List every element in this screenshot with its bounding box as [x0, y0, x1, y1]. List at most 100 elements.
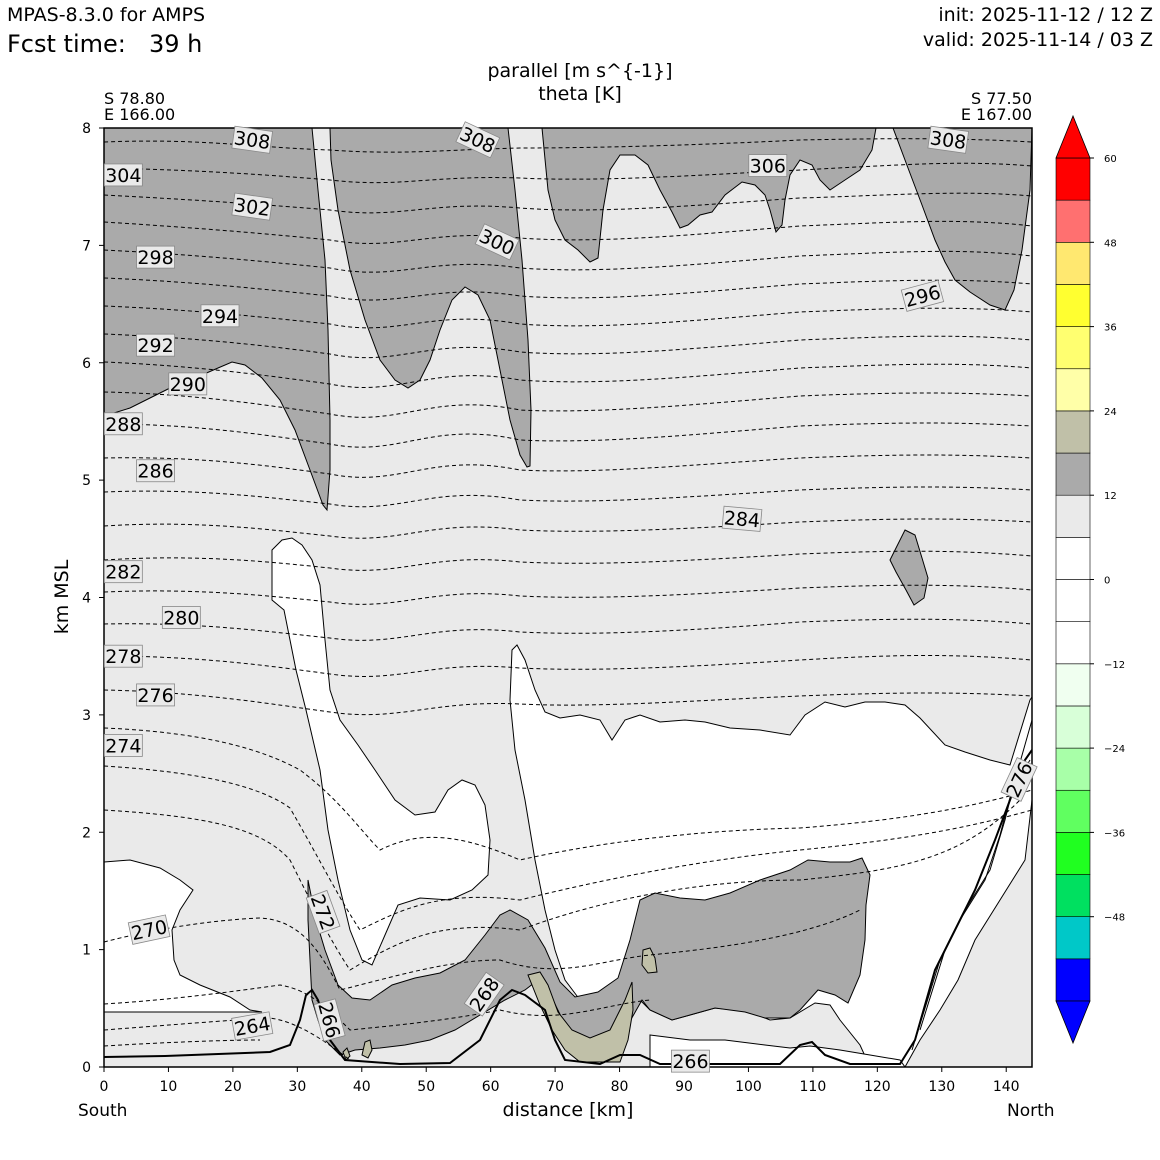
shading-khaki-dot2 — [342, 1047, 351, 1061]
theta-label-box — [474, 223, 520, 261]
colorbar-over-arrow — [1055, 114, 1091, 159]
theta-label: 282 — [103, 560, 143, 584]
left-endpoint-lat: S 78.80 — [104, 89, 166, 108]
x-tick-label: 140 — [993, 1079, 1020, 1095]
colorbar: 60 48 36 24 12 0 −12 −24 −36 −48 — [1055, 114, 1125, 1045]
shading-white-right-surface — [649, 1034, 906, 1067]
colorbar-bin — [1055, 789, 1091, 833]
theta-label-box — [103, 644, 143, 668]
theta-label: 298 — [136, 245, 175, 269]
colorbar-tick-label: 60 — [1104, 154, 1117, 165]
theta-label: 294 — [200, 304, 240, 328]
forecast-time-label: Fcst time: — [7, 30, 126, 58]
theta-label: 306 — [748, 154, 788, 178]
x-tick-label: 50 — [417, 1079, 435, 1095]
terrain-surface — [104, 749, 1032, 1066]
x-tick-label: 110 — [800, 1079, 827, 1095]
colorbar-bin — [1055, 874, 1091, 917]
x-axis-label: distance [km] — [502, 1099, 634, 1121]
theta-label: 286 — [136, 459, 175, 483]
colorbar-bin — [1055, 747, 1091, 791]
theta-label-text: 286 — [137, 461, 173, 483]
theta-label: 308 — [231, 125, 274, 154]
theta-label-text: 302 — [233, 194, 272, 221]
shading-gray-lower-band — [307, 857, 871, 1056]
x-tick-label: 40 — [353, 1079, 371, 1095]
x-axis-ticks: 0 10 20 30 40 50 60 70 80 90 100 110 120 130 140 — [100, 1067, 1020, 1095]
left-endpoint-lon: E 166.00 — [104, 105, 176, 124]
colorbar-tick-label: 0 — [1104, 576, 1110, 587]
theta-label: 274 — [103, 733, 143, 757]
y-tick-label: 2 — [82, 825, 91, 841]
x-tick-label: 10 — [160, 1079, 178, 1095]
theta-label-box — [161, 606, 201, 629]
init-time: init: 2025-11-12 / 12 Z — [938, 4, 1153, 26]
theta-label-box — [900, 279, 945, 312]
colorbar-bin — [1055, 916, 1091, 960]
theta-label-text: 292 — [137, 335, 173, 357]
theta-label-box — [671, 1049, 710, 1073]
colorbar-bin — [1055, 410, 1091, 454]
theta-label: 292 — [136, 333, 175, 357]
colorbar-tick-label: 24 — [1104, 407, 1117, 418]
north-direction-label: North — [1007, 1101, 1055, 1121]
x-tick-label: 60 — [482, 1079, 500, 1095]
colorbar-bin — [1055, 832, 1091, 875]
theta-label-box — [231, 1011, 274, 1041]
shading-white-lower-left — [104, 859, 263, 1013]
theta-label-box — [748, 154, 788, 177]
theta-label: 290 — [168, 372, 208, 396]
x-tick-label: 80 — [611, 1079, 629, 1095]
forecast-time-value: 39 h — [149, 30, 203, 58]
theta-label: 284 — [721, 505, 763, 532]
theta-label-box — [136, 245, 175, 269]
theta-label: 304 — [103, 163, 143, 187]
colorbar-bin — [1055, 452, 1091, 496]
colorbar-bin — [1055, 199, 1091, 243]
theta-label-box — [455, 121, 501, 159]
theta-label-text: 278 — [105, 646, 141, 668]
theta-label-box — [313, 998, 346, 1042]
theta-label-box — [463, 971, 505, 1017]
y-tick-label: 6 — [82, 356, 91, 372]
shading-khaki-main — [527, 971, 634, 1063]
chart-title-theta: theta [K] — [538, 83, 622, 105]
colorbar-bin — [1055, 579, 1091, 622]
theta-label-box — [305, 889, 341, 935]
theta-label-text: 298 — [137, 247, 173, 269]
theta-label-text: 276 — [137, 685, 173, 707]
colorbar-tick-label: 48 — [1104, 238, 1117, 249]
theta-label-text: 282 — [105, 562, 141, 584]
x-tick-label: 30 — [288, 1079, 306, 1095]
theta-label: 278 — [103, 644, 143, 668]
colorbar-bin — [1055, 958, 1091, 1002]
colorbar-bin — [1055, 284, 1091, 327]
x-tick-label: 130 — [928, 1079, 955, 1095]
y-axis-ticks: 0 1 2 3 4 5 6 7 8 — [82, 121, 104, 1076]
theta-label-box — [136, 333, 175, 357]
right-endpoint-lat: S 77.50 — [970, 89, 1032, 108]
theta-label-text: 308 — [233, 127, 272, 154]
theta-label-text: 308 — [929, 127, 968, 154]
y-tick-label: 5 — [82, 473, 91, 489]
y-tick-label: 1 — [82, 943, 91, 959]
theta-label-text: 306 — [750, 156, 786, 178]
colorbar-tick-label: −12 — [1104, 660, 1125, 671]
chart-title-parallel: parallel [m s^{-1}] — [487, 60, 673, 82]
theta-label-box — [103, 163, 143, 187]
theta-label-box — [1000, 757, 1038, 802]
shading-gray-upper-right — [541, 128, 877, 263]
theta-label-box — [103, 412, 143, 436]
x-tick-label: 70 — [546, 1079, 564, 1095]
south-direction-label: South — [78, 1101, 128, 1121]
y-tick-label: 4 — [82, 591, 91, 607]
y-tick-label: 0 — [82, 1060, 91, 1076]
x-tick-label: 20 — [224, 1079, 242, 1095]
colorbar-bin — [1055, 621, 1091, 665]
colorbar-tick-label: 12 — [1104, 491, 1117, 502]
theta-label-text: 284 — [723, 507, 761, 532]
colorbar-bin — [1055, 242, 1091, 285]
colorbar-bin — [1055, 326, 1091, 370]
shading-khaki-dot — [361, 1039, 373, 1059]
